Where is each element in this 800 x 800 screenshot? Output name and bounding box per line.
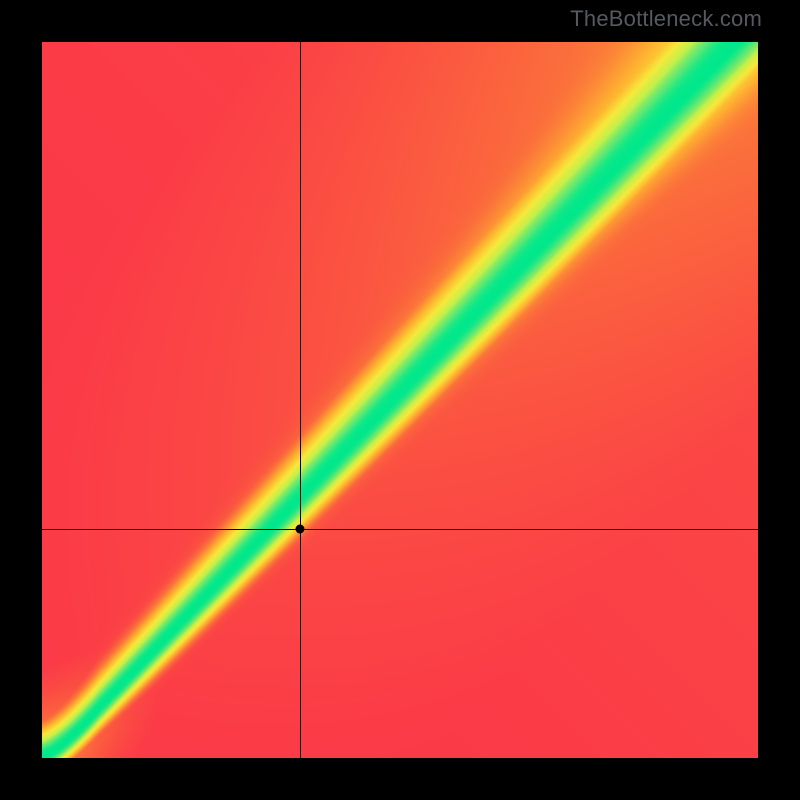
crosshair-marker (296, 525, 305, 534)
crosshair-vertical (300, 42, 301, 758)
chart-container: TheBottleneck.com (0, 0, 800, 800)
watermark-text: TheBottleneck.com (570, 6, 762, 32)
plot-area (42, 42, 758, 758)
heatmap-canvas (42, 42, 758, 758)
crosshair-horizontal (42, 529, 758, 530)
